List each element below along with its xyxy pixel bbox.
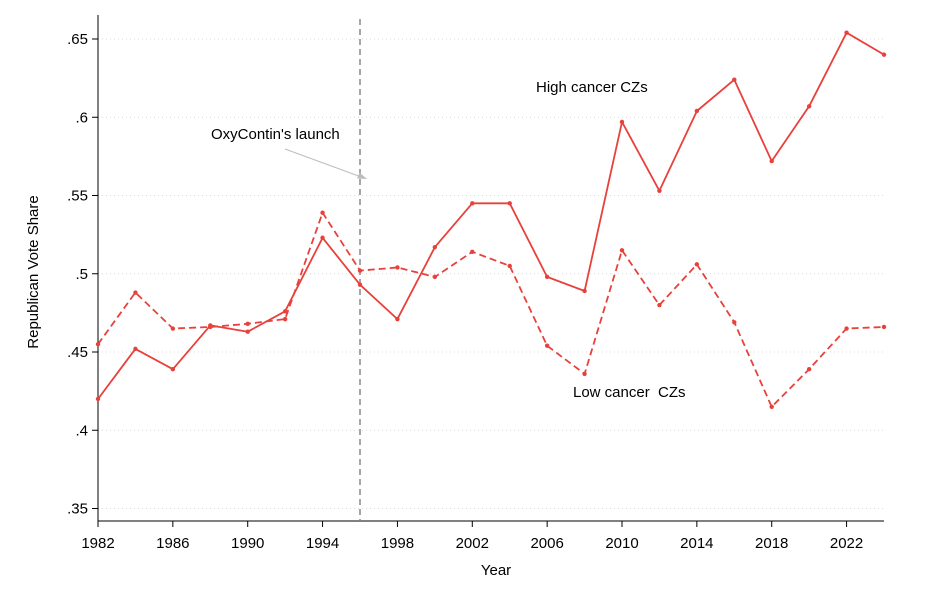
x-tick-label: 2002 [456, 535, 489, 552]
x-tick-label: 2006 [530, 535, 563, 552]
series-group [95, 30, 887, 409]
y-axis-title: Republican Vote Share [25, 195, 42, 348]
data-point [769, 404, 774, 409]
x-tick-label: 1986 [156, 535, 189, 552]
data-point [507, 201, 512, 206]
y-tick-label: .35 [67, 501, 88, 518]
data-point [320, 210, 325, 215]
data-point [432, 244, 438, 250]
data-point [95, 396, 101, 402]
data-point [320, 235, 325, 240]
series-high-cancer [95, 30, 887, 402]
x-axis-title: Year [481, 562, 511, 579]
annotation-arrow [284, 148, 367, 179]
data-point [732, 320, 737, 325]
data-point [357, 282, 363, 287]
data-point [694, 108, 700, 114]
data-point [170, 367, 176, 372]
x-tick-label: 2018 [755, 535, 788, 552]
data-point [208, 324, 213, 330]
y-tick-label: .55 [67, 188, 88, 205]
data-point [507, 263, 512, 269]
data-point [881, 324, 887, 330]
x-tick-label: 1990 [231, 535, 264, 552]
data-point [657, 302, 662, 308]
data-point [245, 329, 250, 334]
data-point [881, 52, 887, 57]
data-point [170, 326, 176, 331]
series-line [97, 211, 885, 408]
high-cancer-label: High cancer CZs [536, 79, 648, 96]
oxycontin-launch-label: OxyContin's launch [211, 126, 340, 143]
data-point [282, 309, 288, 314]
y-tick-label: .65 [67, 31, 88, 48]
data-point [544, 274, 550, 280]
x-tick-label: 1982 [81, 535, 114, 552]
series-low-cancer [95, 210, 887, 409]
grid-lines [98, 38, 884, 509]
x-tick-label: 2022 [830, 535, 863, 552]
data-point [582, 371, 587, 377]
data-point [619, 248, 625, 253]
data-point [470, 201, 475, 206]
x-axis-ticks: 1982 1986 1990 1994 1998 2002 2006 2010 2014 2018… [81, 521, 863, 552]
data-point [133, 290, 138, 295]
y-tick-label: .45 [67, 344, 88, 361]
data-point [732, 77, 737, 82]
data-point [582, 288, 587, 294]
data-point [95, 341, 101, 347]
data-point [806, 367, 812, 372]
data-point [844, 30, 849, 35]
y-tick-label: .5 [75, 266, 88, 283]
x-tick-label: 1994 [306, 535, 339, 552]
data-point [769, 158, 774, 164]
data-point [657, 188, 662, 194]
data-point [357, 268, 363, 273]
data-point [694, 262, 700, 267]
axes [97, 15, 884, 522]
y-axis-ticks: .35 .4 .45 .5 .55 .6 .65 [67, 31, 98, 518]
data-point [245, 321, 250, 327]
y-tick-label: .4 [75, 422, 88, 439]
series-line [97, 31, 885, 400]
data-point [544, 343, 550, 348]
data-point [395, 316, 400, 322]
data-point [844, 326, 849, 331]
low-cancer-label: Low cancer CZs [573, 384, 686, 401]
y-tick-label: .6 [75, 109, 88, 126]
data-point [395, 265, 400, 270]
x-tick-label: 1998 [381, 535, 414, 552]
data-point [806, 104, 812, 109]
data-point [470, 249, 475, 255]
data-point [133, 346, 138, 352]
x-tick-label: 2014 [680, 535, 713, 552]
x-tick-label: 2010 [605, 535, 638, 552]
data-point [282, 316, 288, 322]
data-point [432, 274, 438, 280]
data-point [619, 119, 625, 125]
